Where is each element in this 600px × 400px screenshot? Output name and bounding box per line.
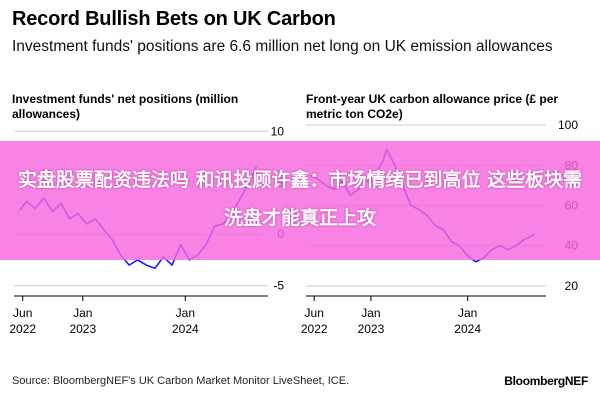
left-x-tick-label-year: 2024: [172, 322, 199, 336]
left-y-tick-label: -5: [273, 279, 284, 293]
left-x-tick-label-month: Jan: [176, 306, 195, 320]
source-note: Source: BloombergNEF's UK Carbon Market …: [12, 375, 350, 387]
right-x-tick-label-month: Jan: [458, 306, 477, 320]
right-x-tick-label-month: Jan: [361, 306, 380, 320]
chart-title: Record Bullish Bets on UK Carbon: [12, 8, 336, 30]
left-x-tick-label-year: 2022: [9, 322, 36, 336]
brand-logo: BloombergNEF: [504, 374, 588, 388]
left-panel-title: Investment funds' net positions (million…: [12, 92, 239, 121]
left-x-tick-label-year: 2023: [69, 322, 96, 336]
left-y-tick-label: 10: [271, 124, 285, 138]
overlay-banner-text: 实盘股票配资违法吗 和讯投顾许鑫：市场情绪已到高位 这些板块需洗盘才能真正上攻: [17, 169, 583, 229]
overlay-banner: 实盘股票配资违法吗 和讯投顾许鑫：市场情绪已到高位 这些板块需洗盘才能真正上攻: [0, 141, 600, 260]
right-x-tick-label-year: 2024: [454, 322, 481, 336]
chart-subtitle: Investment funds' positions are 6.6 mill…: [12, 38, 553, 55]
right-y-tick-label: 20: [565, 279, 579, 293]
right-panel-title: Front-year UK carbon allowance price (£ …: [306, 92, 559, 121]
right-x-tick-label-month: Jun: [305, 306, 324, 320]
left-x-tick-label-month: Jan: [73, 306, 92, 320]
right-x-tick-label-year: 2023: [358, 322, 385, 336]
left-x-tick-label-month: Jun: [13, 306, 32, 320]
right-x-tick-label-year: 2022: [301, 322, 328, 336]
right-y-tick-label: 100: [558, 118, 578, 132]
